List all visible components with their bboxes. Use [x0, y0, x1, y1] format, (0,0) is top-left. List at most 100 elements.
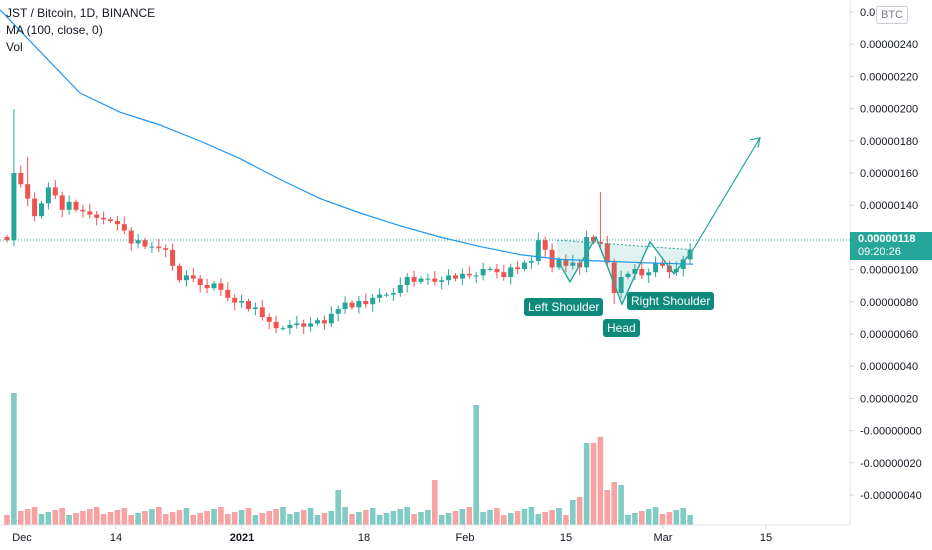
volume-bar	[287, 514, 293, 525]
candle-body	[101, 217, 107, 220]
price-tick-label: 0.00000180	[860, 136, 918, 148]
candle-body	[45, 187, 51, 204]
volume-bar	[438, 515, 445, 525]
candle-body	[73, 201, 79, 210]
candlesticks	[4, 109, 693, 335]
candle-body	[225, 289, 231, 298]
candle-body	[363, 301, 369, 305]
volume-bar	[652, 507, 659, 525]
volume-bar	[190, 515, 197, 525]
volume-bar	[514, 511, 521, 525]
bar-countdown: 09:20:26	[858, 246, 901, 258]
candle-body	[321, 320, 327, 324]
volume-bar	[542, 512, 548, 525]
volume-bar	[149, 509, 155, 525]
volume-bar	[673, 510, 680, 525]
price-tick-label: 0.00000160	[860, 168, 918, 180]
volume-bar	[411, 514, 417, 525]
candle-body	[528, 261, 534, 263]
time-tick-label: 2021	[230, 532, 254, 544]
currency-badge[interactable]: BTC	[876, 6, 908, 24]
volume-bar	[314, 515, 321, 525]
candle-body	[653, 262, 659, 273]
head-shoulders-pattern	[556, 137, 761, 307]
candle-body	[11, 173, 17, 241]
volume-bar	[459, 509, 466, 525]
candle-body	[342, 302, 348, 309]
volume-bar	[549, 510, 555, 525]
volume-bar	[397, 509, 404, 525]
candle-body	[604, 243, 610, 263]
candle-body	[239, 301, 245, 303]
candle-body	[287, 325, 293, 329]
candle-body	[370, 297, 376, 305]
volume-bar	[342, 507, 348, 525]
candle-body	[446, 275, 452, 281]
candle-body	[687, 249, 693, 260]
volume-bar	[535, 514, 542, 525]
time-axis[interactable]: Dec 14 2021 18 Feb 15 Mar 15	[12, 525, 772, 544]
candle-body	[515, 267, 521, 269]
volume-bar	[66, 515, 72, 525]
volume-bar	[294, 512, 300, 525]
time-tick-label: 14	[110, 532, 122, 544]
candle-body	[170, 249, 176, 266]
volume-bar	[238, 510, 245, 525]
candle-body	[570, 262, 576, 266]
volume-bar	[528, 507, 535, 525]
ma-line	[0, 9, 694, 265]
candle-body	[418, 278, 424, 282]
candle-body	[163, 248, 169, 250]
candle-body	[301, 323, 307, 327]
volume-bar	[645, 509, 652, 525]
volume-bar	[321, 513, 328, 525]
volume-bar	[563, 515, 569, 525]
volume-bar	[231, 512, 238, 525]
candle-body	[563, 259, 569, 266]
volume-bar	[480, 512, 486, 525]
candle-body	[611, 262, 617, 293]
volume-bar	[570, 500, 576, 525]
volume-bar	[556, 508, 562, 525]
price-tick-label: 0.00000220	[860, 71, 918, 83]
right-shoulder-label[interactable]: Right Shoulder	[627, 292, 715, 310]
volume-bar	[87, 509, 93, 525]
volume-bar	[363, 510, 369, 525]
volume-bar	[162, 514, 169, 525]
price-tick-label: 0.00000040	[860, 361, 918, 373]
candle-body	[411, 277, 417, 282]
candle-body	[80, 209, 86, 212]
last-price: 0.00000118	[858, 233, 916, 245]
volume-bar	[576, 497, 583, 525]
candle-body	[25, 184, 31, 199]
volume-bar	[24, 509, 31, 525]
candle-body	[666, 265, 672, 273]
volume-bar	[487, 510, 493, 525]
candle-body	[494, 269, 500, 273]
volume-indicator-label[interactable]: Vol	[6, 40, 23, 54]
price-axis[interactable]: 0.0 0.00000240 0.00000220 0.00000200 0.00000…	[850, 7, 922, 502]
candle-body	[32, 198, 38, 217]
volume-bar	[169, 512, 176, 525]
candle-body	[308, 323, 314, 327]
candle-body	[480, 269, 486, 276]
left-shoulder-label[interactable]: Left Shoulder	[524, 298, 604, 316]
volume-bar	[659, 514, 666, 525]
volume-bar	[501, 515, 507, 525]
candle-body	[501, 272, 507, 277]
ma-indicator-label[interactable]: MA (100, close, 0)	[6, 23, 103, 37]
volume-bar	[176, 510, 183, 525]
candle-body	[349, 302, 355, 308]
volume-bar	[494, 508, 500, 525]
time-tick-label: 15	[760, 532, 772, 544]
volume-bar	[369, 508, 376, 525]
candle-body	[660, 262, 665, 266]
price-tick-label: 0.0	[860, 7, 875, 19]
volume-bar	[156, 507, 162, 525]
candle-body	[625, 273, 631, 277]
candle-body	[632, 269, 638, 274]
symbol-title[interactable]: JST / Bitcoin, 1D, BINANCE	[6, 6, 156, 20]
head-label[interactable]: Head	[603, 319, 640, 337]
candle-body	[459, 273, 465, 279]
